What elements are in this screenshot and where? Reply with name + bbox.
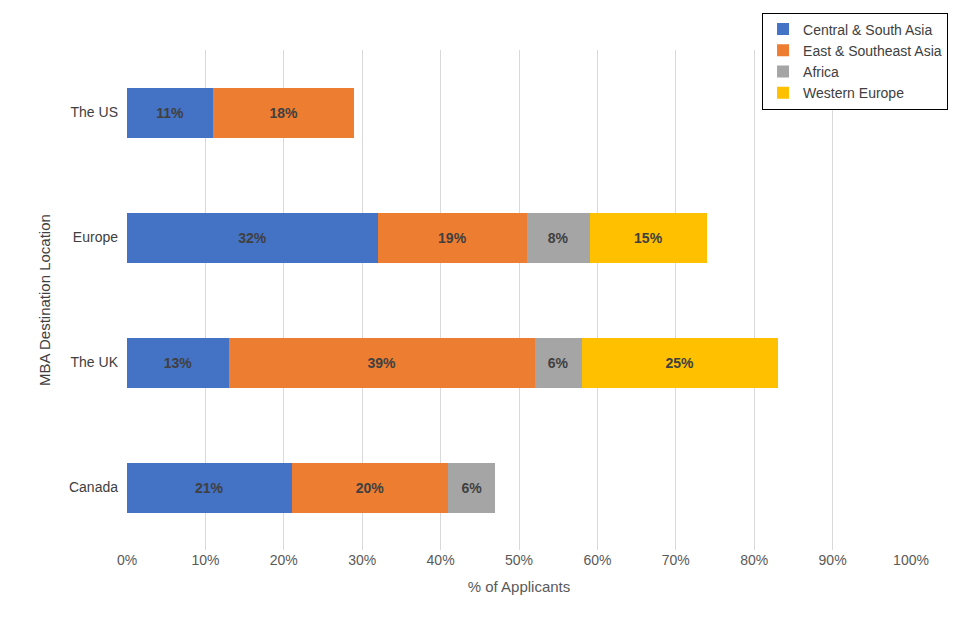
svg-text:30%: 30% [348,552,376,568]
svg-text:60%: 60% [583,552,611,568]
svg-text:East & Southeast Asia: East & Southeast Asia [803,43,942,59]
svg-text:32%: 32% [238,230,267,246]
svg-text:15%: 15% [634,230,663,246]
svg-text:70%: 70% [662,552,690,568]
svg-text:The UK: The UK [71,354,119,370]
svg-text:18%: 18% [270,105,299,121]
svg-text:11%: 11% [156,105,184,121]
svg-text:90%: 90% [819,552,847,568]
svg-text:19%: 19% [438,230,467,246]
svg-text:MBA Destination Location: MBA Destination Location [36,214,53,386]
svg-text:10%: 10% [191,552,219,568]
svg-text:40%: 40% [427,552,455,568]
svg-text:Africa: Africa [803,64,839,80]
svg-text:100%: 100% [893,552,929,568]
svg-text:80%: 80% [740,552,768,568]
svg-text:50%: 50% [505,552,533,568]
svg-text:21%: 21% [195,480,224,496]
svg-text:Canada: Canada [69,479,118,495]
svg-text:25%: 25% [665,355,694,371]
svg-text:Europe: Europe [73,229,118,245]
svg-text:The US: The US [71,104,118,120]
svg-text:20%: 20% [270,552,298,568]
svg-text:20%: 20% [356,480,385,496]
svg-text:13%: 13% [164,355,193,371]
svg-text:Central & South Asia: Central & South Asia [803,22,932,38]
svg-text:0%: 0% [117,552,137,568]
svg-text:6%: 6% [462,480,483,496]
svg-text:8%: 8% [548,230,569,246]
svg-text:Western Europe: Western Europe [803,85,904,101]
svg-text:% of Applicants: % of Applicants [468,578,571,595]
svg-text:39%: 39% [368,355,397,371]
svg-text:6%: 6% [548,355,569,371]
